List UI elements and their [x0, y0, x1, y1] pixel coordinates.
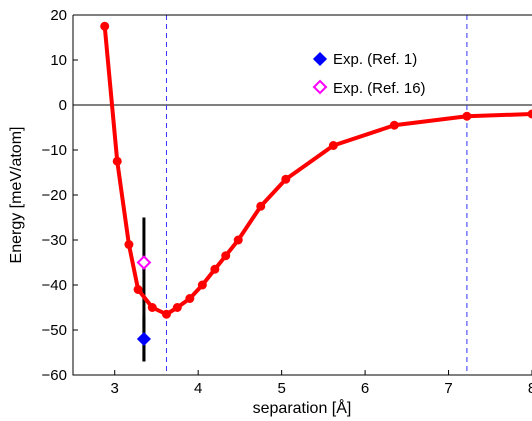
y-tick-label-6: −40 — [42, 277, 67, 294]
curve-point-4 — [147, 303, 157, 312]
curve-point-1 — [112, 156, 122, 166]
y-tick-label-5: −30 — [42, 232, 67, 249]
curve-point-11 — [233, 235, 243, 245]
exp-point-1-0 — [136, 331, 151, 347]
y-tick-label-4: −20 — [42, 187, 67, 204]
x-tick-label-2: 5 — [277, 380, 285, 397]
x-ticks: 3 4 5 6 7 8 — [111, 370, 532, 397]
curve-point-15 — [389, 120, 399, 130]
energy-curve-line — [102, 26, 532, 317]
curve-point-5 — [161, 309, 171, 319]
curve-point-3 — [133, 285, 143, 294]
legend-label-exp-ref1: Exp. (Ref. 1) — [333, 51, 417, 68]
y-tick-label-3: −10 — [42, 142, 67, 159]
plot-area — [73, 15, 532, 375]
x-tick-label-3: 6 — [361, 380, 369, 397]
x-tick-label-4: 7 — [444, 380, 452, 397]
y-tick-label-8: −60 — [42, 367, 67, 384]
curve-point-2 — [124, 240, 134, 249]
curve-point-10 — [221, 251, 231, 261]
exp-point-2-0 — [136, 255, 152, 270]
legend-label-exp-ref16: Exp. (Ref. 16) — [333, 80, 426, 97]
legend: Exp. (Ref. 1) Exp. (Ref. 16) — [312, 51, 426, 97]
curve-point-16 — [462, 111, 472, 121]
curve-point-6 — [172, 303, 182, 312]
y-tick-label-1: 10 — [50, 52, 67, 69]
y-axis-label: Energy [meV/atom] — [8, 127, 25, 264]
curve-point-13 — [281, 174, 291, 184]
y-tick-label-0: 20 — [50, 7, 67, 24]
curve-point-8 — [197, 280, 207, 290]
curve-point-17 — [527, 109, 532, 119]
curve-point-12 — [256, 201, 266, 211]
experimental-points — [136, 255, 152, 347]
legend-marker-exp-ref1 — [312, 51, 328, 67]
legend-marker-exp-ref16 — [312, 79, 328, 95]
x-tick-label-5: 8 — [528, 380, 532, 397]
curve-point-9 — [210, 264, 220, 274]
curve-point-0 — [100, 21, 110, 31]
x-axis-label: separation [Å] — [253, 398, 352, 417]
y-ticks: 20 10 0 −10 −20 −30 −40 −50 −60 — [42, 7, 78, 384]
y-tick-label-2: 0 — [59, 97, 67, 114]
curve-point-7 — [185, 294, 195, 303]
x-tick-label-0: 3 — [111, 380, 119, 397]
y-tick-label-7: −50 — [42, 322, 67, 339]
curve-point-14 — [328, 141, 338, 150]
x-tick-label-1: 4 — [194, 380, 202, 397]
energy-curve — [100, 21, 532, 319]
